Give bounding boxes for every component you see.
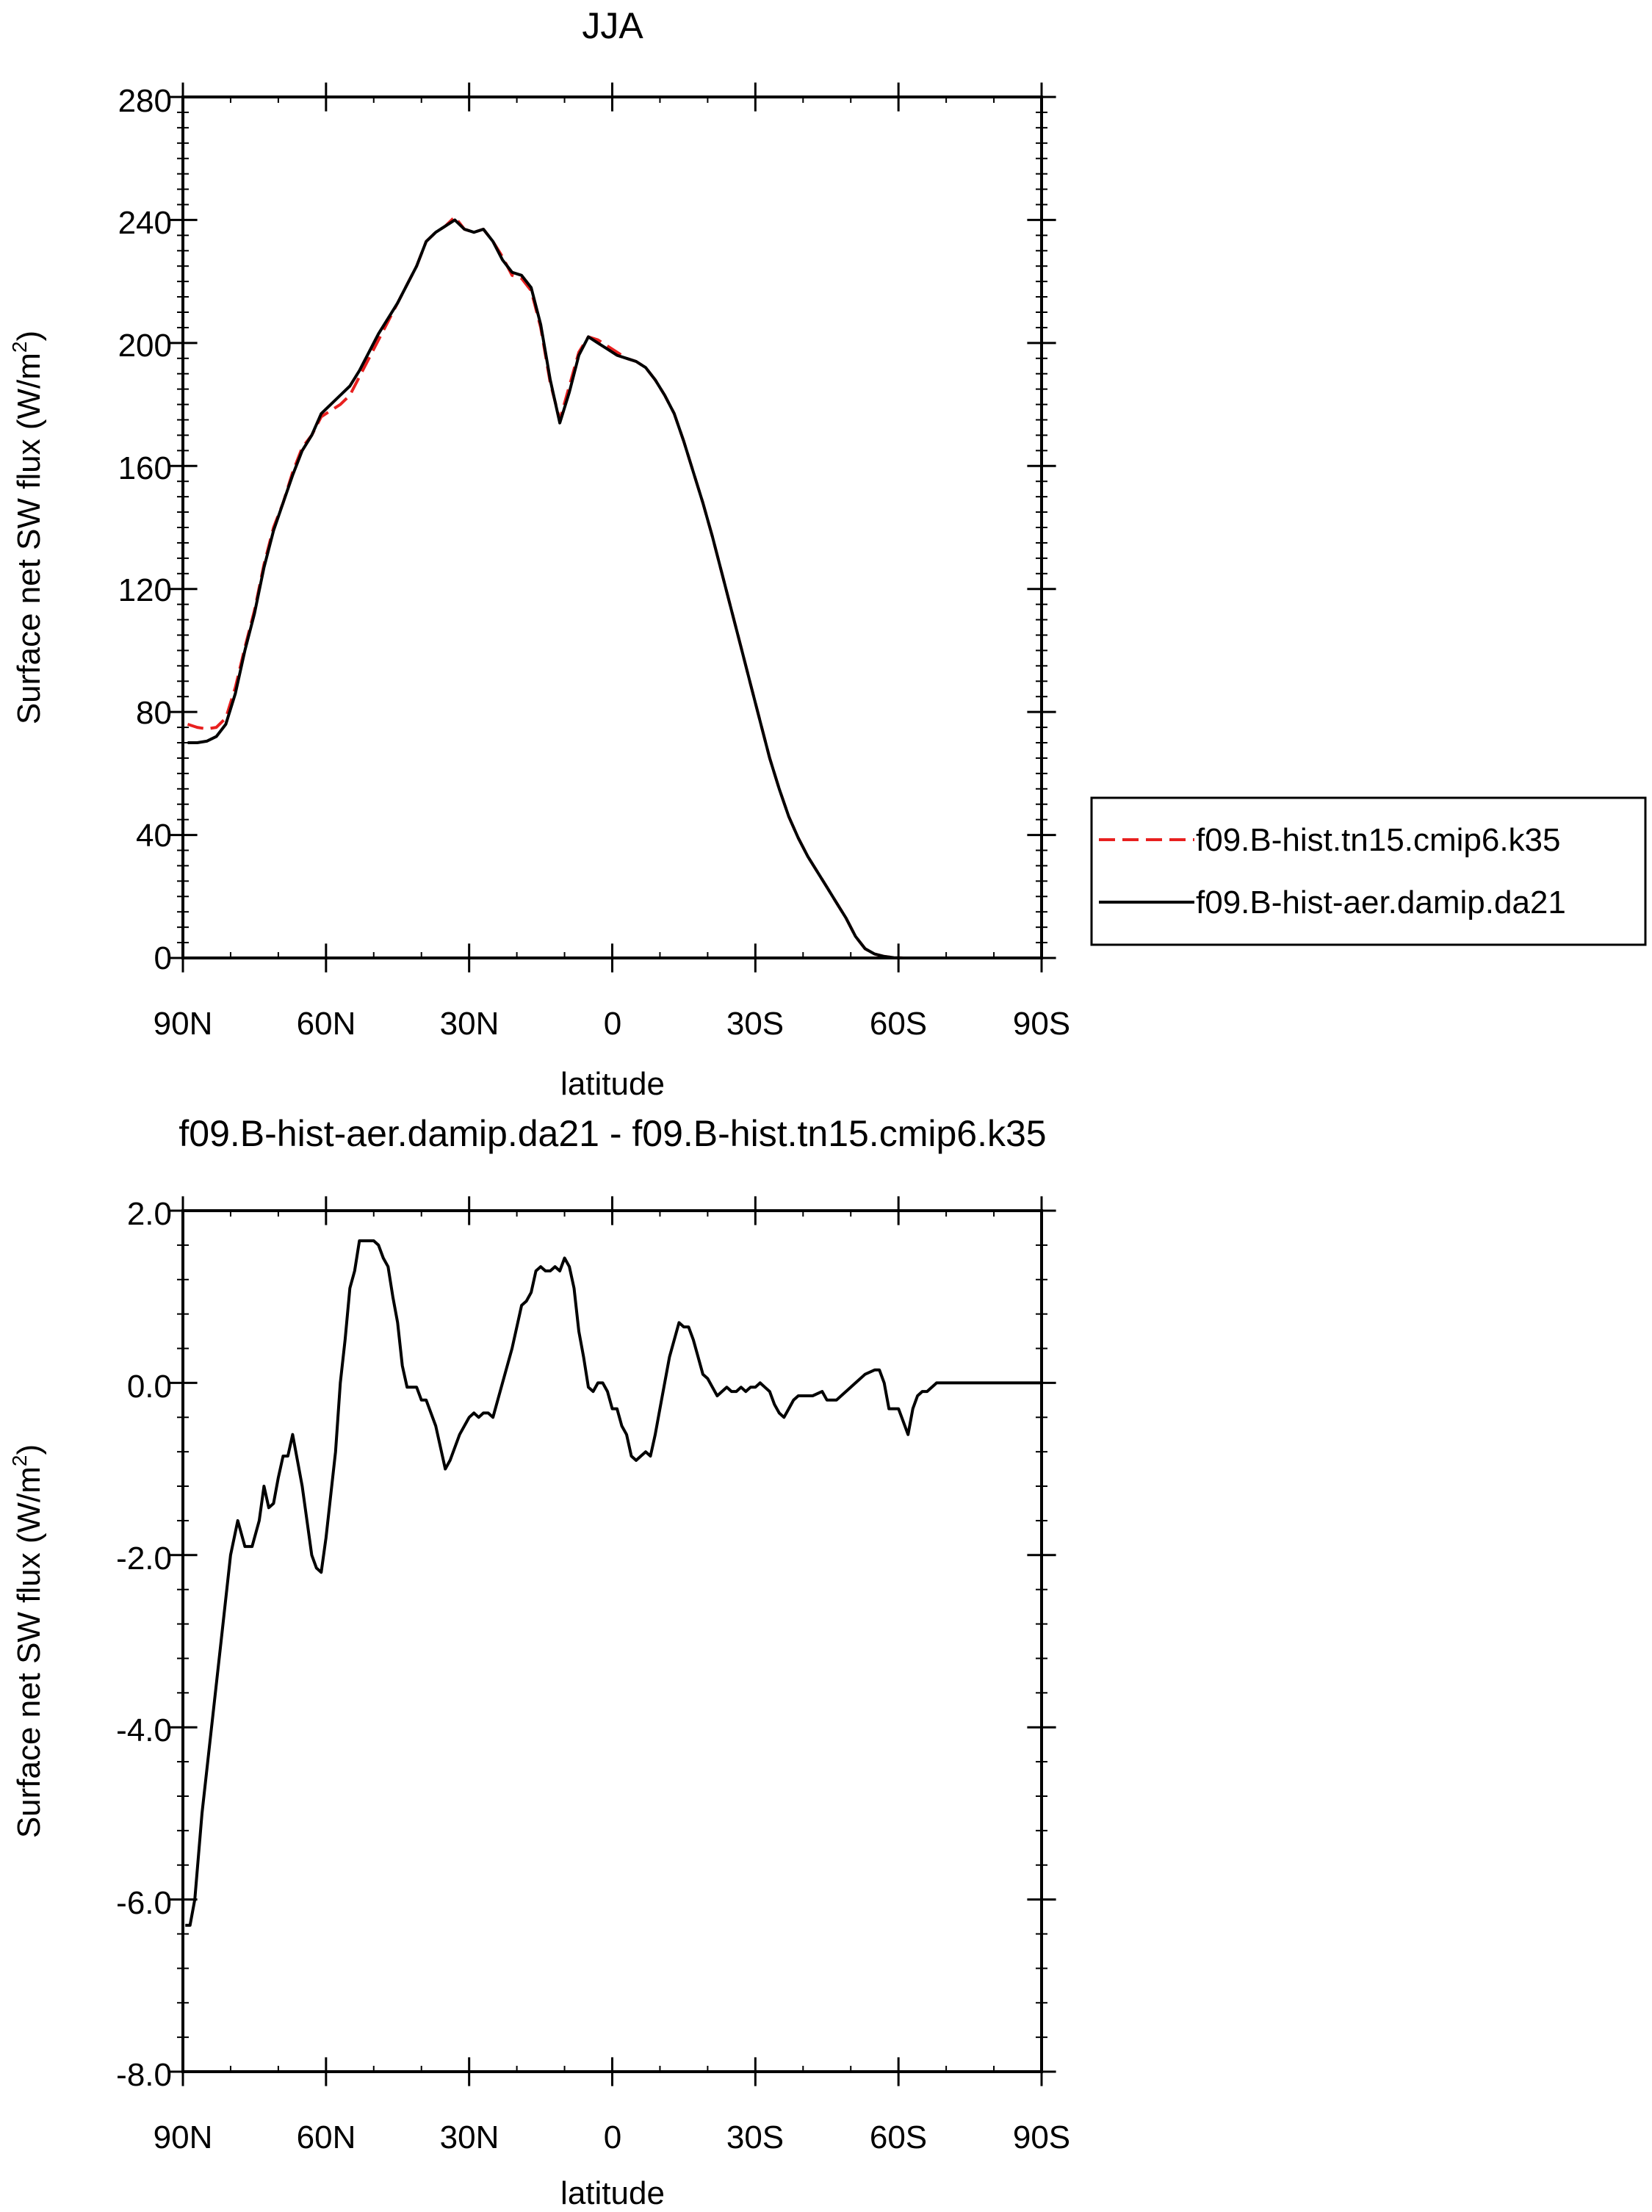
top-ytick-label: 0 — [154, 940, 172, 976]
top-chart-frame — [181, 96, 1043, 959]
top-ytick-label: 160 — [118, 450, 172, 486]
bottom-xtick-label: 60S — [870, 2119, 927, 2155]
bottom-ytick-label: -6.0 — [116, 1885, 172, 1921]
bottom-y-label-tail: ) — [11, 1444, 47, 1455]
bottom-xtick-label: 90S — [1013, 2119, 1070, 2155]
bottom-ytick-label: -2.0 — [116, 1541, 172, 1577]
top-chart-x-tick-labels: 90N 60N 30N 0 30S 60S 90S — [154, 1006, 1071, 1042]
top-ytick-label: 240 — [118, 205, 172, 241]
bottom-y-label-superscript: 2 — [8, 1455, 31, 1466]
bottom-chart-ticks — [168, 1196, 1056, 2086]
bottom-ytick-label: -8.0 — [116, 2057, 172, 2093]
bottom-xtick-label: 90N — [154, 2119, 213, 2155]
top-xtick-label: 0 — [604, 1006, 621, 1042]
top-xtick-label: 60N — [297, 1006, 356, 1042]
top-chart-y-tick-labels: 0 40 80 120 160 200 240 280 — [118, 83, 172, 976]
top-chart-legend: f09.B-hist.tn15.cmip6.k35 f09.B-hist-aer… — [1090, 796, 1647, 946]
bottom-xtick-label: 30S — [726, 2119, 784, 2155]
top-chart-panel: JJA 0 40 80 120 160 200 240 280 90N 60N … — [8, 5, 1647, 1102]
bottom-ytick-label: -4.0 — [116, 1712, 172, 1748]
top-chart-title: JJA — [582, 5, 643, 46]
top-xtick-label: 60S — [870, 1006, 927, 1042]
bottom-chart-title: f09.B-hist-aer.damip.da21 - f09.B-hist.t… — [178, 1113, 1046, 1154]
bottom-ytick-label: 2.0 — [127, 1196, 172, 1232]
top-ytick-label: 200 — [118, 328, 172, 364]
bottom-chart-y-tick-labels: 2.0 0.0 -2.0 -4.0 -6.0 -8.0 — [116, 1196, 172, 2093]
legend-box — [1090, 796, 1647, 946]
top-chart-ticks — [168, 82, 1056, 973]
bottom-chart-frame — [181, 1209, 1043, 2073]
bottom-xtick-label: 30N — [440, 2119, 499, 2155]
bottom-xtick-label: 0 — [604, 2119, 621, 2155]
top-ytick-label: 120 — [118, 572, 172, 608]
top-chart-y-axis-label: Surface net SW flux (W/m2) — [8, 331, 47, 724]
bottom-y-label-main: Surface net SW flux (W/m — [11, 1466, 47, 1838]
bottom-chart-plot-area — [185, 1239, 1042, 1927]
top-series-line-1 — [187, 215, 1037, 959]
top-y-label-superscript: 2 — [8, 341, 31, 353]
top-chart-x-axis-label: latitude — [560, 1066, 665, 1102]
bottom-chart-x-tick-labels: 90N 60N 30N 0 30S 60S 90S — [154, 2119, 1071, 2155]
top-ytick-label: 280 — [118, 83, 172, 119]
top-y-label-tail: ) — [11, 331, 47, 342]
top-xtick-label: 90N — [154, 1006, 213, 1042]
top-xtick-label: 90S — [1013, 1006, 1070, 1042]
top-xtick-label: 30N — [440, 1006, 499, 1042]
legend-label-series-1: f09.B-hist.tn15.cmip6.k35 — [1196, 822, 1560, 858]
bottom-series-line-1 — [185, 1239, 1042, 1927]
top-xtick-label: 30S — [726, 1006, 784, 1042]
bottom-ytick-label: 0.0 — [127, 1369, 172, 1405]
top-series-line-2 — [187, 218, 1037, 959]
bottom-chart-panel: f09.B-hist-aer.damip.da21 - f09.B-hist.t… — [8, 1113, 1070, 2211]
top-ytick-label: 80 — [136, 695, 172, 731]
legend-label-series-2: f09.B-hist-aer.damip.da21 — [1196, 885, 1566, 921]
top-chart-plot-area — [187, 215, 1037, 959]
bottom-chart-x-axis-label: latitude — [560, 2175, 665, 2211]
bottom-xtick-label: 60N — [297, 2119, 356, 2155]
bottom-chart-y-axis-label: Surface net SW flux (W/m2) — [8, 1444, 47, 1838]
top-ytick-label: 40 — [136, 818, 172, 854]
top-y-label-main: Surface net SW flux (W/m — [11, 353, 47, 724]
